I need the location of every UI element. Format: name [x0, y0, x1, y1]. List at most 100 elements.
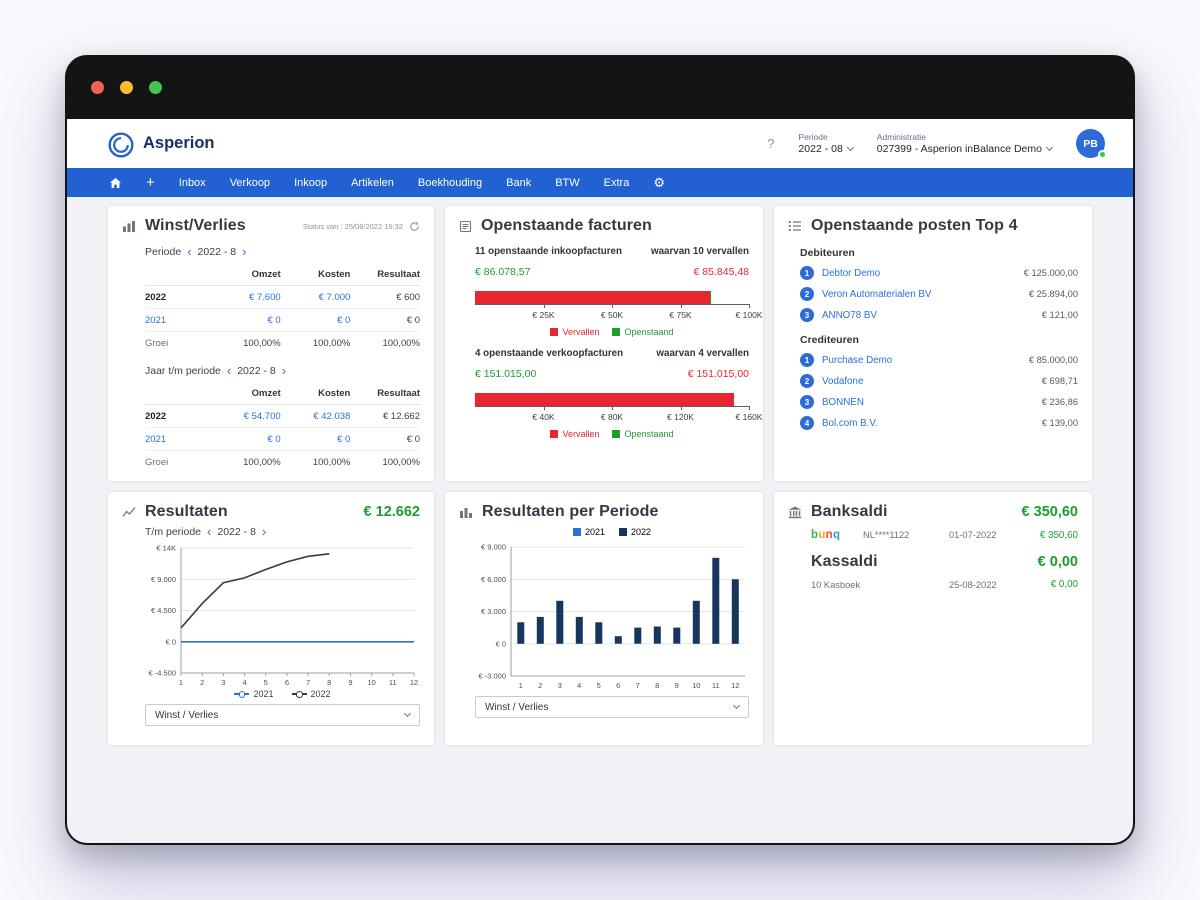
creditor-link[interactable]: Bol.com B.V.	[822, 417, 878, 429]
administratie-selector[interactable]: Administratie 027399 - Asperion inBalanc…	[876, 132, 1054, 155]
column-chart-icon	[459, 506, 473, 519]
creditor-link[interactable]: Purchase Demo	[822, 354, 893, 366]
row-label: Groei	[145, 456, 169, 468]
row-label[interactable]: 2021	[145, 433, 167, 445]
tm-periode-value: 2022 - 8	[217, 525, 256, 538]
nav-new-button[interactable]: +	[146, 174, 155, 191]
nav-item-verkoop[interactable]: Verkoop	[229, 176, 271, 189]
refresh-icon[interactable]	[409, 221, 420, 232]
row-label: 2022	[145, 291, 167, 303]
legend-2021[interactable]: 2021	[572, 527, 605, 537]
status-text: Status van : 25/08/2022 16:32	[302, 222, 403, 231]
omzet-value[interactable]: € 7.600	[248, 291, 281, 303]
resultaat-groei: 100,00%	[382, 456, 420, 468]
col-kosten: Kosten	[318, 268, 351, 280]
kosten-value[interactable]: € 0	[337, 433, 351, 445]
nav-item-boekhouding[interactable]: Boekhouding	[417, 176, 483, 189]
legend-2021[interactable]: 2021	[234, 689, 274, 699]
svg-text:€ 9.000: € 9.000	[481, 543, 506, 552]
verkoop-due-amount: € 151.015,00	[687, 368, 749, 380]
card-title: Openstaande facturen	[481, 217, 652, 234]
legend-openstaand[interactable]: Openstaand	[612, 327, 674, 337]
debtor-link[interactable]: Debtor Demo	[822, 267, 881, 279]
bunq-logo: bunq	[811, 529, 841, 541]
next-period-arrow[interactable]: ›	[261, 524, 267, 539]
home-icon	[109, 177, 122, 189]
prev-period-arrow[interactable]: ‹	[207, 524, 212, 539]
nav-settings-gear-icon[interactable]: ⚙	[653, 174, 665, 190]
svg-text:2: 2	[538, 681, 542, 690]
window-minimize-button[interactable]	[120, 80, 133, 94]
col-resultaat: Resultaat	[377, 268, 420, 280]
nav-item-bank[interactable]: Bank	[506, 176, 532, 189]
jaar-periode-picker: Jaar t/m periode ‹ 2022 - 8 ›	[145, 364, 420, 377]
svg-text:€ 0: € 0	[166, 637, 176, 646]
rank-badge: 1	[800, 353, 814, 367]
dropdown-value: Winst / Verlies	[155, 709, 219, 721]
next-period-arrow[interactable]: ›	[281, 363, 287, 378]
inkoop-heading: 11 openstaande inkoopfacturen	[475, 246, 622, 257]
inkoop-open-amount: € 86.078,57	[475, 266, 531, 278]
svg-text:€ 14K: € 14K	[156, 544, 176, 553]
nav-home[interactable]	[97, 168, 134, 197]
kas-balance: € 0,00	[1050, 579, 1078, 590]
nav-item-artikelen[interactable]: Artikelen	[351, 176, 394, 189]
svg-text:€ 0: € 0	[496, 639, 506, 648]
resultaat-groei: 100,00%	[382, 337, 420, 349]
svg-text:11: 11	[389, 678, 397, 687]
svg-text:11: 11	[712, 681, 720, 690]
periode-value: 2022 - 08	[798, 143, 843, 155]
omzet-value[interactable]: € 0	[267, 433, 281, 445]
table-row: 2022 € 54.700 € 42.038 € 12.662	[145, 405, 420, 428]
kosten-value[interactable]: € 7.000	[318, 291, 351, 303]
card-resultaten: Resultaten € 12.662 T/m periode ‹ 2022 -…	[107, 491, 435, 746]
svg-text:1: 1	[179, 678, 183, 687]
legend-2022[interactable]: 2022	[619, 527, 651, 537]
help-icon[interactable]: ?	[767, 136, 775, 151]
invoice-icon	[459, 220, 472, 233]
svg-text:10: 10	[367, 678, 375, 687]
bank-account-row: bunq NL****1122 01-07-2022 € 350,60	[811, 529, 1078, 541]
creditor-link[interactable]: BONNEN	[822, 396, 864, 408]
debtor-link[interactable]: Veron Automaterialen BV	[822, 288, 932, 300]
periode-picker: Periode ‹ 2022 - 8 ›	[145, 245, 420, 258]
nav-item-inbox[interactable]: Inbox	[178, 176, 206, 189]
legend-vervallen[interactable]: Vervallen	[550, 327, 599, 337]
kosten-value[interactable]: € 0	[337, 314, 351, 326]
prev-period-arrow[interactable]: ‹	[226, 363, 232, 378]
prev-period-arrow[interactable]: ‹	[187, 244, 192, 259]
col-omzet: Omzet	[251, 268, 281, 280]
window-zoom-button[interactable]	[149, 80, 162, 94]
svg-text:3: 3	[221, 678, 225, 687]
nav-item-btw[interactable]: BTW	[555, 176, 580, 189]
nav-item-inkoop[interactable]: Inkoop	[294, 176, 328, 189]
svg-text:5: 5	[264, 678, 268, 687]
list-item: 3 ANNO78 BV € 121,00	[800, 308, 1078, 322]
verkoop-bar-chart: € 40K € 80K € 120K € 160K	[475, 393, 762, 424]
kosten-value[interactable]: € 42.038	[313, 410, 351, 422]
nav-item-extra[interactable]: Extra	[603, 176, 630, 189]
creditor-link[interactable]: Vodafone	[822, 375, 864, 387]
window-close-button[interactable]	[91, 80, 104, 94]
administratie-label: Administratie	[876, 132, 926, 142]
svg-text:€ 4.500: € 4.500	[151, 606, 176, 615]
report-type-dropdown[interactable]: Winst / Verlies	[145, 704, 420, 726]
legend-vervallen[interactable]: Vervallen	[550, 429, 599, 439]
table-row: 2021 € 0 € 0 € 0	[145, 309, 420, 332]
omzet-value[interactable]: € 54.700	[243, 410, 281, 422]
rank-badge: 4	[800, 416, 814, 430]
legend-openstaand[interactable]: Openstaand	[612, 429, 674, 439]
next-period-arrow[interactable]: ›	[242, 244, 247, 259]
omzet-value[interactable]: € 0	[267, 314, 281, 326]
user-avatar[interactable]: PB	[1076, 129, 1107, 159]
amount: € 121,00	[1041, 310, 1078, 320]
periode-label: Periode	[798, 132, 828, 142]
row-label[interactable]: 2021	[145, 314, 167, 326]
debtor-link[interactable]: ANNO78 BV	[822, 309, 877, 321]
periode-selector[interactable]: Periode 2022 - 08	[798, 132, 854, 155]
card-openstaande-posten-top4: Openstaande posten Top 4 Debiteuren 1 De…	[773, 205, 1093, 482]
report-type-dropdown[interactable]: Winst / Verlies	[475, 696, 749, 718]
legend-2022[interactable]: 2022	[291, 689, 331, 699]
